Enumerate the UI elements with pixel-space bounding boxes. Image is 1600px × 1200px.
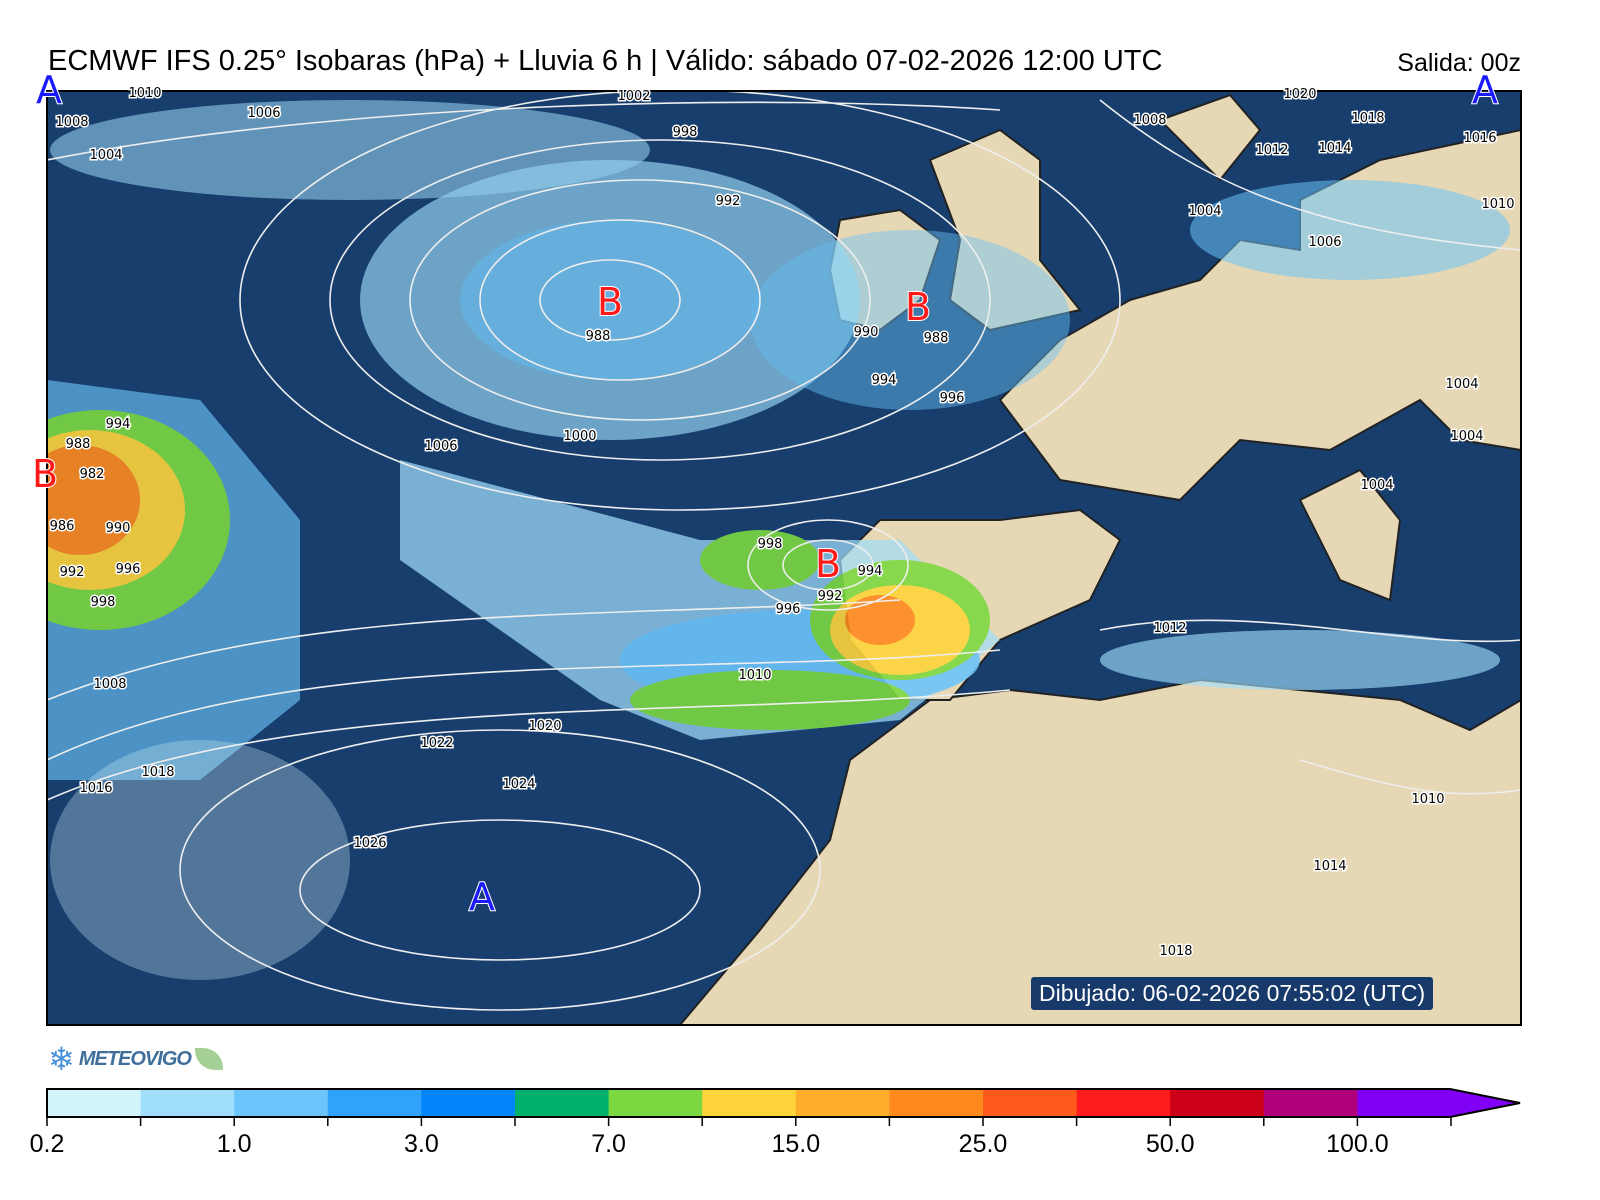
colorbar-outline (46, 1088, 1521, 1118)
colorbar-segment (327, 1089, 422, 1117)
pressure-center-high: A (36, 68, 62, 112)
pressure-center-low: B (905, 285, 931, 329)
colorbar-segment (47, 1089, 142, 1117)
isobar-label: 1014 (1318, 141, 1351, 156)
drawn-timestamp: Dibujado: 06-02-2026 07:55:02 (UTC) (1031, 977, 1434, 1010)
isobar-label: 1002 (617, 89, 650, 104)
isobar-label: 986 (50, 519, 75, 534)
colorbar-tick-label: 15.0 (771, 1130, 821, 1158)
colorbar-segment (983, 1089, 1078, 1117)
isobar-label: 1004 (1450, 429, 1483, 444)
isobar-label: 1010 (1411, 792, 1444, 807)
isobar-label: 1018 (141, 765, 174, 780)
colorbar-tick-label: 1.0 (216, 1130, 252, 1158)
isobar-label: 1026 (353, 836, 386, 851)
isobar-label: 1020 (1283, 87, 1316, 102)
isobar-label: 1016 (79, 781, 112, 796)
isobar-label: 998 (758, 537, 783, 552)
pressure-center-low: B (815, 542, 841, 586)
precipitation-field (47, 100, 1510, 980)
colorbar-segment (140, 1089, 235, 1117)
isobar-label: 996 (776, 602, 801, 617)
isobar-label: 994 (858, 564, 883, 579)
colorbar-tick-label: 7.0 (591, 1130, 626, 1158)
isobar-label: 992 (60, 565, 85, 580)
model-run: Salida: 00z (1397, 49, 1521, 77)
isobar-label: 992 (716, 194, 741, 209)
isobar-label: 1018 (1351, 111, 1384, 126)
colorbar-tick-label: 3.0 (404, 1130, 439, 1158)
pressure-center-low: B (597, 280, 623, 324)
isobar-label: 994 (106, 417, 131, 432)
colorbar-tick-label: 100.0 (1326, 1130, 1389, 1158)
leaf-icon (194, 1048, 223, 1070)
isobar-label: 996 (940, 391, 965, 406)
isobar-label: 1000 (563, 429, 596, 444)
isobar-label: 1024 (502, 777, 535, 792)
isobar-label: 988 (924, 331, 949, 346)
colorbar-tick-label: 25.0 (958, 1130, 1008, 1158)
isobar-label: 1006 (424, 439, 457, 454)
isobar-label: 1018 (1159, 944, 1192, 959)
isobar-label: 1004 (1360, 478, 1393, 493)
map-frame (46, 90, 1522, 1026)
pressure-center-high: A (1472, 68, 1498, 112)
isobar-label: 1020 (528, 719, 561, 734)
colorbar-segment (421, 1089, 516, 1117)
isobar-label: 990 (854, 325, 879, 340)
colorbar-segment (889, 1089, 984, 1117)
precipitation-colorbar (46, 1088, 1521, 1126)
colorbar-segment (1170, 1089, 1265, 1117)
isobar-label: 1014 (1313, 859, 1346, 874)
pressure-center-low: B (32, 452, 58, 496)
isobar-label: 1012 (1255, 143, 1288, 158)
isobar-label: 1006 (247, 106, 280, 121)
isobar-label: 1012 (1153, 621, 1186, 636)
colorbar-segment (795, 1089, 890, 1117)
colorbar-segment (234, 1089, 329, 1117)
meteovigo-logo: ❄ METEOVIGO (48, 1040, 223, 1078)
map-title: ECMWF IFS 0.25° Isobaras (hPa) + Lluvia … (48, 45, 1163, 77)
isobar-label: 1008 (55, 115, 88, 130)
isobar-label: 990 (106, 521, 131, 536)
colorbar-tick-label: 0.2 (29, 1130, 65, 1158)
colorbar-segment (702, 1089, 797, 1117)
colorbar-extend-arrow (1357, 1089, 1520, 1117)
isobar-label: 1008 (93, 677, 126, 692)
colorbar-segment (1263, 1089, 1358, 1117)
isobar-label: 994 (872, 373, 897, 388)
colorbar-segment (515, 1089, 610, 1117)
isobar-label: 1008 (1133, 113, 1166, 128)
isobar-label: 1022 (420, 736, 453, 751)
snowflake-icon: ❄ (48, 1041, 75, 1077)
isobar-label: 1004 (89, 148, 122, 163)
isobar-label: 1010 (1481, 197, 1514, 212)
pressure-center-high: A (469, 875, 495, 919)
isobar-label: 998 (91, 595, 116, 610)
colorbar-segment (1076, 1089, 1171, 1117)
isobar-label: 1006 (1308, 235, 1341, 250)
isobars (47, 91, 1521, 1011)
isobar-label: 1004 (1188, 204, 1221, 219)
logo-text: METEOVIGO (78, 1047, 192, 1070)
isobar-label: 996 (116, 562, 141, 577)
isobar-label: 998 (673, 125, 698, 140)
isobar-label: 988 (66, 437, 91, 452)
colorbar-tick-label: 50.0 (1145, 1130, 1195, 1158)
colorbar-segment (608, 1089, 703, 1117)
isobar-label: 1004 (1445, 377, 1478, 392)
isobar-label: 982 (80, 467, 105, 482)
isobar-label: 1010 (738, 668, 771, 683)
isobar-label: 1010 (128, 86, 161, 101)
isobar-label: 992 (818, 589, 843, 604)
isobar-label: 1016 (1463, 131, 1496, 146)
isobar-label: 988 (586, 329, 611, 344)
